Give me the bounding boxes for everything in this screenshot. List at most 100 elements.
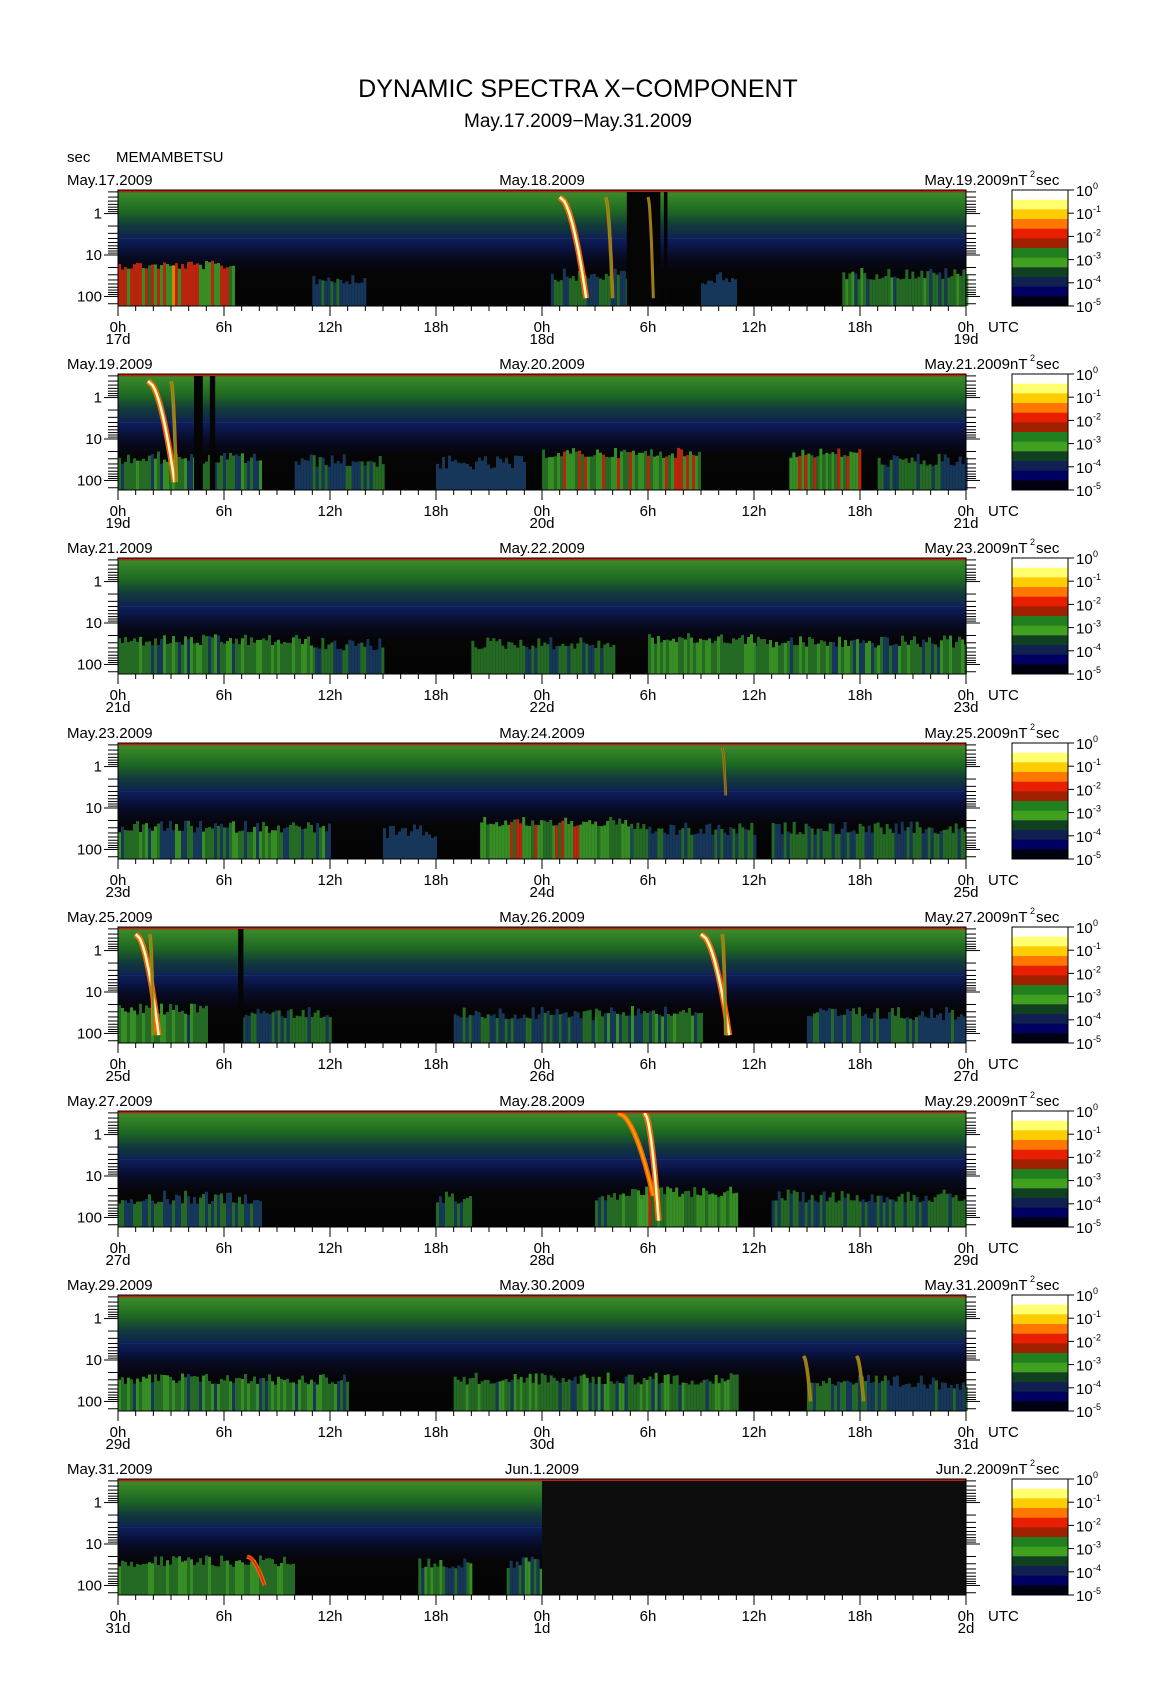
- activity-streak: [145, 1005, 148, 1043]
- activity-streak: [133, 458, 136, 490]
- spectra-panel-5: May.25.2009 May.26.2009 May.27.2009 nT 2 sec1…: [67, 906, 1101, 1085]
- activity-streak: [336, 648, 340, 674]
- activity-streak: [834, 834, 838, 859]
- activity-streak: [480, 822, 484, 859]
- activity-streak: [166, 461, 169, 490]
- colorbar-swatch: [1012, 393, 1068, 404]
- activity-streak: [537, 1014, 541, 1043]
- activity-streak: [492, 638, 496, 674]
- activity-streak: [133, 1566, 136, 1595]
- colorbar-swatch: [1012, 1575, 1068, 1586]
- activity-streak: [148, 455, 151, 490]
- colorbar-tick-exponent: -3: [1093, 1172, 1101, 1182]
- colorbar-swatch: [1012, 1391, 1068, 1402]
- activity-streak: [508, 463, 511, 490]
- day-label: 27d: [953, 1068, 978, 1085]
- activity-streak: [386, 838, 389, 859]
- activity-streak: [401, 828, 404, 859]
- activity-streak: [463, 462, 466, 490]
- activity-streak: [822, 830, 826, 859]
- activity-streak: [857, 279, 861, 306]
- activity-streak: [900, 1017, 903, 1043]
- activity-streak: [961, 1382, 965, 1411]
- activity-streak: [223, 643, 226, 674]
- activity-streak: [870, 832, 874, 859]
- colorbar-swatch: [1012, 190, 1068, 201]
- y-tick-label: 100: [77, 288, 102, 305]
- activity-streak: [256, 1383, 259, 1411]
- activity-streak: [862, 640, 865, 674]
- activity-streak: [690, 1380, 694, 1411]
- x-tick-label: 0h: [958, 1240, 975, 1257]
- activity-streak: [906, 1191, 910, 1227]
- activity-streak: [357, 643, 361, 674]
- panel-date-left: May.27.2009: [67, 1093, 153, 1110]
- activity-streak: [598, 278, 602, 306]
- activity-streak: [539, 1568, 543, 1595]
- activity-streak: [366, 639, 370, 674]
- colorbar-swatch: [1012, 596, 1068, 607]
- activity-streak: [181, 644, 184, 674]
- activity-streak: [202, 269, 205, 306]
- activity-streak: [922, 460, 926, 490]
- activity-streak: [850, 640, 853, 674]
- activity-streak: [289, 1009, 293, 1043]
- activity-streak: [775, 641, 778, 674]
- activity-streak: [501, 645, 505, 674]
- activity-streak: [943, 454, 947, 490]
- activity-streak: [295, 1015, 299, 1043]
- activity-streak: [235, 1202, 238, 1227]
- activity-streak: [601, 1196, 604, 1227]
- activity-streak: [963, 1016, 966, 1043]
- activity-streak: [946, 1387, 950, 1411]
- activity-streak: [520, 456, 523, 490]
- activity-streak: [584, 456, 587, 490]
- activity-streak: [771, 1200, 775, 1227]
- activity-streak: [378, 638, 382, 674]
- activity-streak: [232, 265, 235, 306]
- activity-streak: [636, 1382, 640, 1411]
- activity-streak: [732, 828, 736, 859]
- activity-streak: [549, 1375, 553, 1411]
- activity-streak: [844, 639, 847, 674]
- activity-streak: [190, 637, 193, 674]
- activity-streak: [333, 282, 337, 306]
- spectral-event: [801, 1355, 813, 1402]
- activity-streak: [492, 1014, 496, 1043]
- activity-streak: [118, 1379, 121, 1411]
- activity-streak: [858, 449, 862, 490]
- activity-streak: [909, 1200, 913, 1227]
- x-tick-label: 12h: [741, 1608, 766, 1625]
- x-tick-label: 6h: [216, 1240, 233, 1257]
- activity-streak: [859, 642, 862, 674]
- activity-streak: [139, 832, 142, 859]
- activity-streak: [716, 274, 719, 306]
- day-label: 29d: [105, 1436, 130, 1453]
- activity-streak: [699, 828, 703, 859]
- panel-date-right: May.23.2009: [924, 540, 1010, 557]
- activity-streak: [271, 1012, 275, 1043]
- activity-streak: [637, 1190, 640, 1227]
- x-tick-label: 0h: [534, 1056, 551, 1073]
- activity-streak: [903, 1202, 907, 1227]
- activity-streak: [690, 1196, 694, 1227]
- activity-region: [453, 1006, 598, 1043]
- activity-streak: [826, 645, 829, 674]
- spectral-event: [641, 1111, 662, 1221]
- activity-region: [453, 1372, 739, 1411]
- activity-streak: [777, 824, 781, 859]
- activity-streak: [568, 278, 572, 306]
- colorbar-swatch: [1012, 830, 1068, 841]
- activity-streak: [241, 1204, 244, 1227]
- activity-streak: [880, 1380, 884, 1411]
- activity-streak: [615, 824, 619, 859]
- activity-streak: [638, 452, 641, 490]
- activity-streak: [495, 1382, 499, 1411]
- activity-streak: [907, 462, 911, 490]
- activity-streak: [810, 1194, 814, 1227]
- activity-streak: [133, 638, 136, 674]
- colorbar-swatch: [1012, 374, 1068, 385]
- activity-streak: [337, 1381, 340, 1411]
- y-tick-label: 100: [77, 841, 102, 858]
- activity-streak: [172, 1200, 175, 1227]
